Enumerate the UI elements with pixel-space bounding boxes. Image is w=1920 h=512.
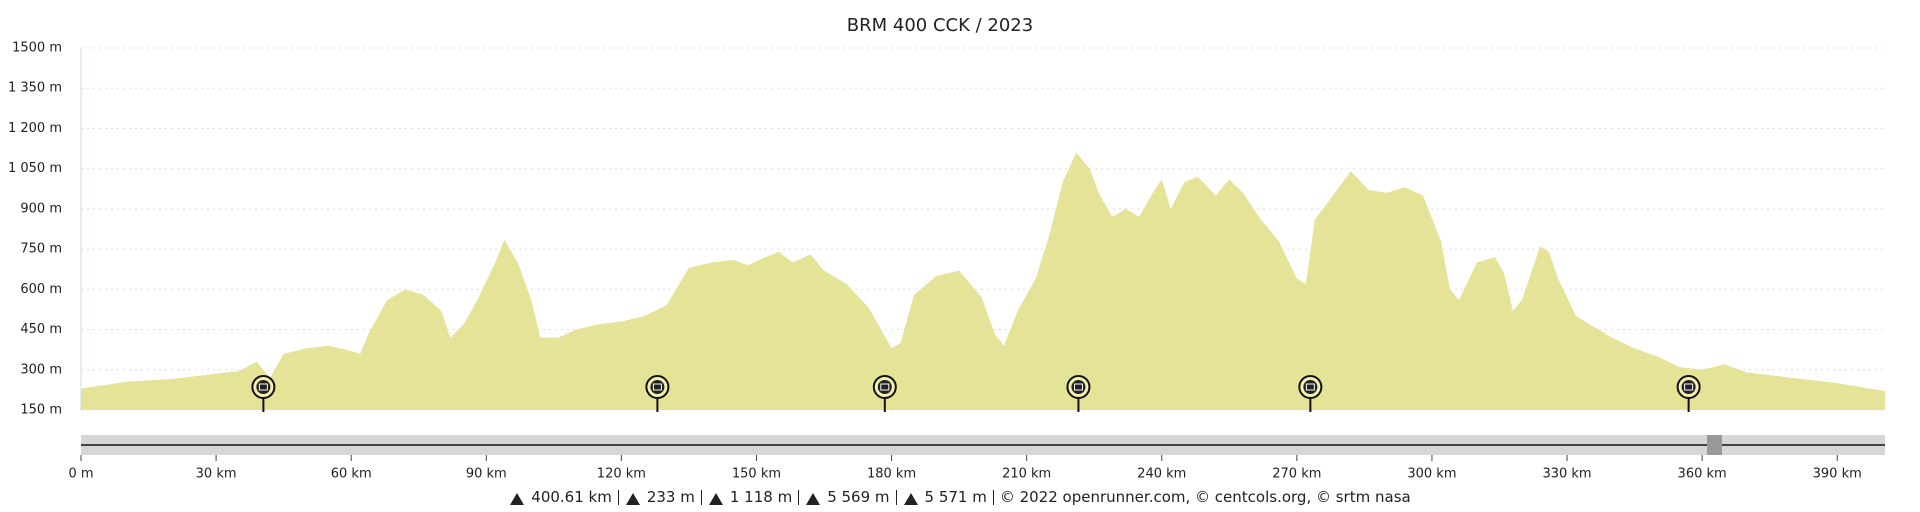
x-tick-label: 360 km (1678, 467, 1727, 482)
x-tick-label: 300 km (1407, 467, 1456, 482)
footer-text: 233 m (646, 488, 695, 506)
photo-marker[interactable] (1676, 375, 1701, 412)
stat-icon (903, 492, 918, 505)
y-tick-label: 1 350 m (8, 81, 62, 96)
photo-marker[interactable] (251, 375, 276, 412)
x-tick-label: 30 km (196, 467, 237, 482)
x-tick-label: 150 km (732, 467, 781, 482)
x-tick-label: 90 km (466, 467, 507, 482)
footer-item: 5 571 m (897, 490, 994, 505)
footer-text: 400.61 km (531, 488, 612, 506)
elevation-area (81, 152, 1885, 411)
x-tick-label: 270 km (1272, 467, 1321, 482)
footer-text: 5 569 m (827, 488, 890, 506)
camera-icon (1305, 383, 1315, 391)
marker-inner (256, 380, 271, 394)
y-tick-label: 300 m (20, 362, 62, 377)
x-tick-label: 60 km (331, 467, 372, 482)
stat-icon (510, 492, 525, 505)
chart: BRM 400 CCK / 2023 150 m 300 m 450 m 600 m 7… (8, 15, 1885, 482)
stat-icon (708, 492, 723, 505)
slider-handle[interactable] (1707, 435, 1722, 455)
y-tick-label: 450 m (20, 322, 62, 337)
photo-marker[interactable] (872, 375, 897, 412)
x-tick-label: 240 km (1137, 467, 1186, 482)
y-tick-label: 750 m (20, 242, 62, 257)
footer-item: 1 118 m (702, 488, 800, 506)
photo-marker[interactable] (1298, 375, 1323, 412)
x-tick-label: 390 km (1813, 467, 1862, 482)
marker-inner (1303, 380, 1318, 394)
marker-inner (650, 380, 665, 394)
x-tick-label: 330 km (1542, 467, 1591, 482)
y-tick-label: 1500 m (12, 41, 62, 56)
y-tick-label: 900 m (20, 201, 62, 216)
camera-icon (880, 383, 890, 391)
footer-text: © 2022 openrunner.com, © centcols.org, ©… (999, 488, 1411, 506)
x-tick-label: 180 km (867, 467, 916, 482)
footer-item: 400.61 km (503, 490, 619, 505)
x-tick-label: 210 km (1002, 467, 1051, 482)
footer-item: 5 569 m (799, 488, 897, 506)
photo-marker[interactable] (645, 375, 670, 412)
marker-inner (877, 380, 892, 394)
footer-item: © 2022 openrunner.com, © centcols.org, ©… (994, 490, 1417, 505)
chart-title: BRM 400 CCK / 2023 (847, 15, 1033, 36)
stat-icon (625, 492, 640, 505)
camera-icon (1684, 383, 1694, 391)
photo-marker[interactable] (1066, 375, 1091, 412)
marker-inner (1071, 380, 1086, 394)
y-tick-label: 1 050 m (8, 161, 62, 176)
marker-inner (1681, 380, 1696, 394)
camera-icon (1073, 383, 1083, 391)
footer-item: 233 m (619, 490, 702, 505)
y-tick-label: 600 m (20, 282, 62, 297)
footer-text: 5 571 m (924, 488, 987, 506)
camera-icon (258, 383, 268, 391)
y-tick-label: 1 200 m (8, 121, 62, 136)
footer-text: 1 118 m (729, 488, 793, 506)
x-tick-label: 120 km (597, 467, 646, 482)
footer: 400.61 km 233 m 1 118 m 5 569 m 5 571 m © 202… (0, 490, 1920, 505)
camera-icon (652, 383, 662, 391)
stat-icon (806, 492, 821, 505)
x-tick-label: 0 m (68, 467, 93, 482)
y-tick-label: 150 m (20, 403, 62, 418)
